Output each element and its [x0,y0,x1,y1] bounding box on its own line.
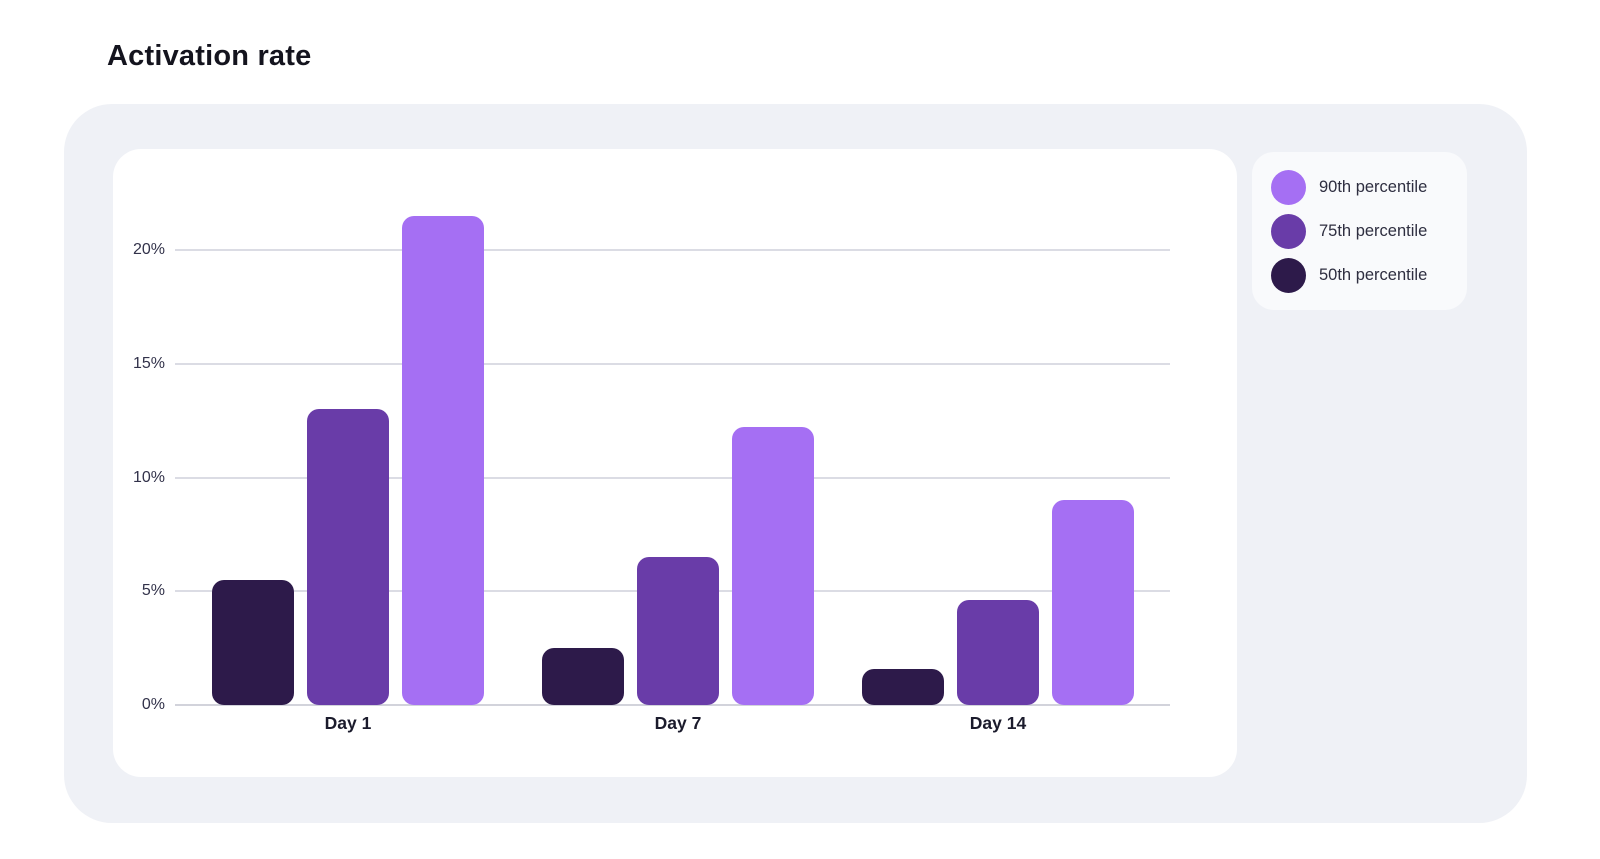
legend-item-label: 75th percentile [1319,221,1428,240]
bar-day-14-75th-percentile[interactable] [957,600,1039,705]
x-axis-label: Day 1 [324,713,372,733]
gridline [175,362,1170,365]
y-axis-tick-label: 20% [132,241,165,258]
y-axis-tick-label: 5% [141,582,165,600]
bar-day-1-90th-percentile[interactable] [402,215,484,705]
gridline [175,249,1170,251]
legend: 90th percentile 75th percentile 50th perce… [1252,152,1467,310]
y-axis-tick-label: 15% [132,354,165,372]
y-axis-tick-label: 0% [141,696,165,713]
legend-item-75th-percentile[interactable]: 75th percentile [1271,209,1467,253]
legend-item-label: 50th percentile [1319,265,1428,284]
legend-item-90th-percentile[interactable]: 90th percentile [1271,165,1467,209]
bar-day-1-75th-percentile[interactable] [307,409,389,705]
legend-item-50th-percentile[interactable]: 50th percentile [1271,253,1467,297]
y-axis-tick-label: 10% [132,468,165,486]
chart-card: 0% 5% 10% 15% 20% Day 1 Day 7 Day 14 [113,149,1237,777]
bar-day-7-50th-percentile[interactable] [542,648,624,705]
chart-panel: 0% 5% 10% 15% 20% Day 1 Day 7 Day 14 90th perce… [64,104,1527,823]
page-title: Activation rate [107,40,312,72]
x-axis-label: Day 7 [654,713,702,733]
bar-day-7-90th-percentile[interactable] [732,427,814,705]
bar-day-14-90th-percentile[interactable] [1052,500,1134,705]
legend-item-label: 90th percentile [1319,177,1428,196]
gridline [175,476,1170,479]
bar-day-14-50th-percentile[interactable] [862,668,944,705]
bar-day-7-75th-percentile[interactable] [637,557,719,705]
bar-day-1-50th-percentile[interactable] [212,579,294,705]
legend-swatch-circle-icon [1271,257,1306,293]
legend-swatch-circle-icon [1271,169,1306,205]
legend-swatch-circle-icon [1271,213,1306,249]
x-axis-label: Day 14 [969,713,1027,733]
x-axis-line [175,704,1170,706]
